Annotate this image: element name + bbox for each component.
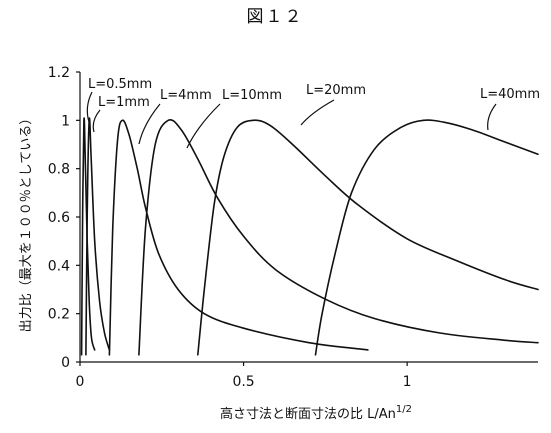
annotation-leader xyxy=(187,104,220,148)
x-tick-label: 0 xyxy=(76,374,85,390)
x-axis-label-main: 高さ寸法と断面寸法の比 L/An xyxy=(220,406,396,422)
annotation-leader xyxy=(488,104,496,130)
y-tick-label: 1 xyxy=(61,113,70,129)
series-labels: L=0.5mm L=1mm L=4mm L=10mm L=20mm L=40mm xyxy=(87,77,540,148)
x-axis-label: 高さ寸法と断面寸法の比 L/An1/2 xyxy=(220,404,412,422)
y-tick-label: 0.2 xyxy=(48,307,70,323)
series-curves xyxy=(82,118,538,355)
series-label: L=1mm xyxy=(98,95,150,110)
series-line-l-4mm xyxy=(109,120,368,355)
series-label: L=40mm xyxy=(480,87,540,102)
x-tick-label: 0.5 xyxy=(232,374,254,390)
y-tick-label: 1.2 xyxy=(48,65,70,81)
y-tick-label: 0.4 xyxy=(48,258,70,274)
y-axis-label: 出力比（最大を１００％としている） xyxy=(19,112,34,333)
x-axis-label-sup: 1/2 xyxy=(396,404,412,415)
figure-label: 図１２ xyxy=(247,7,304,27)
annotation-leader xyxy=(301,100,334,125)
y-tick-label: 0 xyxy=(61,355,70,371)
y-tick-label: 0.6 xyxy=(48,210,70,226)
series-line-l-40mm xyxy=(316,120,539,355)
series-label: L=20mm xyxy=(306,83,366,98)
series-label: L=10mm xyxy=(222,88,282,103)
series-label: L=0.5mm xyxy=(88,77,152,92)
annotation-leader xyxy=(93,110,100,132)
series-line-l-20mm xyxy=(198,120,538,355)
x-ticks: 00.51 xyxy=(76,362,412,390)
y-ticks: 0 0.2 0.4 0.6 0.8 1 1.2 xyxy=(48,65,80,371)
x-tick-label: 1 xyxy=(403,374,412,390)
series-label: L=4mm xyxy=(160,88,212,103)
axes xyxy=(80,72,538,362)
y-tick-label: 0.8 xyxy=(48,162,70,178)
